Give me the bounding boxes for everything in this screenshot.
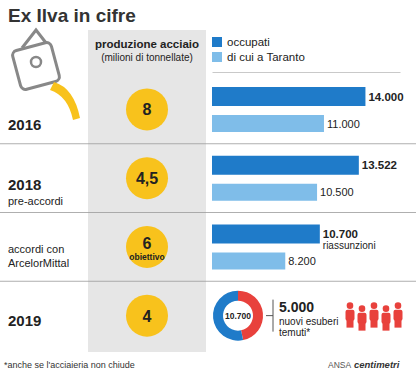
- category-label: accordi con ArcelorMittal: [8, 243, 69, 269]
- category-label-line: accordi con: [8, 243, 64, 255]
- data-label-line: 10.500: [320, 186, 354, 198]
- production-title-line: (milioni di tonnellate): [101, 52, 193, 63]
- source: ANSA: [328, 360, 351, 370]
- donut-label-line: nuovi esuberi: [279, 316, 338, 327]
- person-legs: [395, 320, 402, 328]
- donut-center-label: 10.700: [225, 311, 251, 321]
- legend-label: occupati: [227, 36, 270, 48]
- production-note-line: obiettivo: [129, 252, 164, 262]
- row-separator: [0, 281, 416, 282]
- footnote-line: *anche se l'acciaieria non chiude: [4, 360, 135, 370]
- production-title-line: produzione acciaio: [95, 38, 199, 50]
- production-label: 8: [143, 101, 152, 118]
- person-body: [370, 310, 379, 321]
- legend-label: di cui a Taranto: [227, 51, 305, 63]
- x-axis: [213, 72, 401, 73]
- person-body: [358, 313, 367, 324]
- annotation: riassunzioni: [323, 240, 376, 251]
- title: Ex Ilva in cifre: [8, 5, 136, 26]
- production-circle: [126, 226, 168, 268]
- data-label: 13.522: [362, 159, 397, 171]
- category-label: 2019: [8, 312, 41, 329]
- category-label-line: 2019: [8, 312, 41, 329]
- person-body: [382, 313, 391, 324]
- person-legs: [359, 323, 366, 331]
- data-label: 11.000: [327, 118, 360, 130]
- legend-swatch: [212, 52, 222, 62]
- row-separator: [0, 212, 416, 213]
- data-label-line: 8.200: [288, 255, 316, 267]
- person-head: [347, 302, 354, 309]
- production-circle: [126, 88, 168, 130]
- bar: [212, 156, 359, 175]
- category-label: 2018 pre-accordi: [8, 176, 63, 207]
- donut: [213, 291, 263, 341]
- legend-label-line: occupati: [227, 36, 270, 48]
- person-legs: [371, 320, 378, 328]
- footnote: *anche se l'acciaieria non chiude: [4, 360, 135, 370]
- person-legs: [383, 323, 390, 331]
- production-band: [88, 30, 206, 352]
- source: centimetri: [354, 359, 400, 370]
- data-label-line: 14.000: [368, 91, 403, 103]
- people-icon: [346, 302, 403, 330]
- production-note: obiettivo: [129, 252, 164, 262]
- chart-svg: Ex Ilva in cifre produzione acciaio (milio…: [0, 0, 416, 378]
- bar: [212, 253, 285, 270]
- production-label-line: 4: [143, 308, 152, 325]
- person-head: [395, 302, 402, 309]
- data-label: 8.200: [288, 255, 316, 267]
- source-line: centimetri: [354, 359, 400, 370]
- ladle-icon: [12, 30, 80, 120]
- person-body: [346, 310, 355, 321]
- category-label-line: 2018: [8, 176, 41, 193]
- bar: [212, 115, 324, 132]
- source-line: ANSA: [328, 360, 351, 370]
- production-label-line: 6: [143, 235, 152, 252]
- production-circle: [126, 157, 168, 199]
- title-line: Ex Ilva in cifre: [8, 5, 136, 26]
- person-body: [394, 310, 403, 321]
- data-labels: 14.000 13.522 10.700riassunzioni 11.000 10.5…: [288, 91, 403, 268]
- production-label-line: 4,5: [136, 170, 158, 187]
- person-head: [371, 302, 378, 309]
- data-label-line: 13.522: [362, 159, 397, 171]
- donut-center-label-line: 10.700: [225, 311, 251, 321]
- person-legs: [347, 320, 354, 328]
- data-label: 14.000: [368, 91, 403, 103]
- data-label: 10.700: [323, 228, 358, 240]
- donut-label: nuovi esuberitemuti*: [279, 316, 338, 338]
- chart-container: Ex Ilva in cifre produzione acciaio (milio…: [0, 0, 416, 378]
- production-label: 4,5: [136, 170, 158, 187]
- data-label-line: 11.000: [327, 118, 360, 130]
- production-title: produzione acciaio (milioni di tonnellate…: [95, 38, 199, 63]
- bar: [212, 225, 320, 244]
- data-label-line: 10.700: [323, 228, 358, 240]
- annotation-line: riassunzioni: [323, 240, 376, 251]
- category-label-line: 2016: [8, 116, 41, 133]
- production-label: 4: [143, 308, 152, 325]
- donut-label-line: temuti*: [279, 327, 310, 338]
- donut-value-label: 5.000: [279, 299, 314, 315]
- row-separator: [0, 143, 416, 144]
- production-label-line: 8: [143, 101, 152, 118]
- bracket: [266, 300, 273, 332]
- bar: [212, 87, 365, 106]
- data-label: 10.500: [320, 186, 354, 198]
- legend-label-line: di cui a Taranto: [227, 51, 305, 63]
- production-circle: [126, 295, 168, 337]
- ladle-body: [12, 42, 61, 91]
- ladle-pivot: [31, 57, 41, 67]
- legend-swatch: [212, 37, 222, 47]
- donut-value-label-line: 5.000: [279, 299, 314, 315]
- category-label-line: pre-accordi: [8, 195, 63, 207]
- category-label: 2016: [8, 116, 41, 133]
- person-head: [383, 305, 390, 312]
- bar: [212, 184, 317, 201]
- ladle-pour: [50, 82, 80, 120]
- category-label-line: ArcelorMittal: [8, 257, 69, 269]
- production-label: 6: [143, 235, 152, 252]
- person-head: [359, 305, 366, 312]
- axis-line: [213, 72, 401, 73]
